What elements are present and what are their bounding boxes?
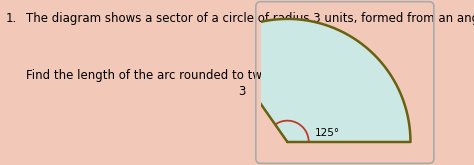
- Polygon shape: [217, 19, 410, 142]
- Text: 1.: 1.: [6, 12, 17, 25]
- Text: The diagram shows a sector of a circle of radius 3 units, formed from an angle o: The diagram shows a sector of a circle o…: [26, 12, 474, 25]
- Text: 3: 3: [238, 85, 246, 98]
- Text: 125°: 125°: [315, 128, 340, 138]
- Text: Find the length of the arc rounded to two decimal places.: Find the length of the arc rounded to tw…: [26, 69, 365, 82]
